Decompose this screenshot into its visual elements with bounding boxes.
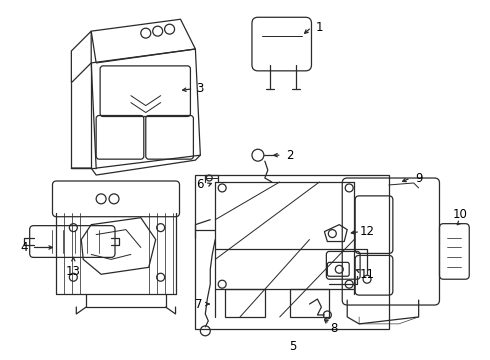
Text: 4: 4 bbox=[20, 241, 27, 254]
Text: 2: 2 bbox=[286, 149, 294, 162]
Text: 3: 3 bbox=[196, 82, 204, 95]
Text: 10: 10 bbox=[453, 208, 468, 221]
Text: 12: 12 bbox=[360, 225, 374, 238]
Text: 13: 13 bbox=[66, 265, 81, 278]
Bar bbox=[290, 289, 329, 317]
Bar bbox=[225, 289, 265, 317]
Text: 11: 11 bbox=[360, 268, 374, 281]
Text: 9: 9 bbox=[415, 171, 422, 185]
Bar bbox=[196, 175, 389, 329]
Text: 6: 6 bbox=[196, 179, 204, 192]
Text: 5: 5 bbox=[289, 340, 296, 353]
Text: 1: 1 bbox=[316, 21, 323, 34]
Text: 7: 7 bbox=[195, 297, 202, 311]
Text: 8: 8 bbox=[331, 322, 338, 336]
